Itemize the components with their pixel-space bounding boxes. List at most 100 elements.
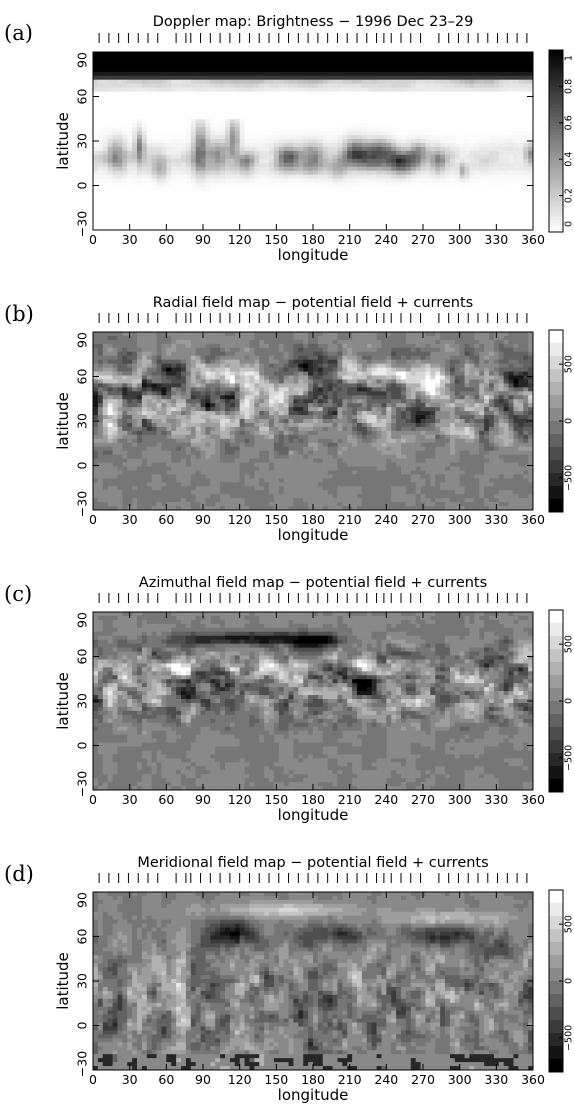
heatmap-cell [132,96,137,100]
heatmap-cell [313,99,318,103]
heatmap-cell [401,198,406,202]
heatmap-cell [328,107,333,111]
heatmap-cell [450,68,455,72]
heatmap-cell [499,84,504,88]
heatmap-cell [284,183,289,187]
heatmap-cell [113,103,118,107]
heatmap-cell [333,218,338,222]
heatmap-cell [201,340,206,344]
heatmap-cell [425,131,430,135]
heatmap-cell [93,222,98,226]
heatmap-cell [328,198,333,202]
heatmap-cell [201,135,206,139]
heatmap-cell [357,123,362,127]
heatmap-cell [225,214,230,218]
heatmap-cell [152,92,157,96]
heatmap-cell [166,96,171,100]
heatmap-cell [103,186,108,190]
heatmap-cell [469,183,474,187]
heatmap-cell [357,179,362,183]
heatmap-cell [347,60,352,64]
heatmap-cell [484,183,489,187]
heatmap-cell [391,222,396,226]
heatmap-cell [235,103,240,107]
colorbar-step [549,205,563,208]
heatmap-cell [469,218,474,222]
heatmap-cell [137,210,142,214]
heatmap-cell [103,135,108,139]
heatmap-cell [435,214,440,218]
heatmap-cell [386,222,391,226]
heatmap-cell [122,352,127,356]
heatmap-cell [347,96,352,100]
heatmap-cell [445,175,450,179]
heatmap-cell [440,336,445,340]
heatmap-cell [196,147,201,151]
heatmap-cell [161,147,166,151]
heatmap-cell [249,56,254,60]
heatmap-cell [362,151,367,155]
heatmap-cell [416,52,421,56]
heatmap-cell [406,64,411,68]
heatmap-cell [186,159,191,163]
heatmap-cell [205,68,210,72]
heatmap-cell [318,175,323,179]
heatmap-cell [504,139,509,143]
heatmap-cell [372,163,377,167]
heatmap-cell [489,167,494,171]
heatmap-cell [298,332,303,336]
heatmap-cell [479,68,484,72]
heatmap-cell [225,194,230,198]
heatmap-cell [279,123,284,127]
heatmap-cell [240,210,245,214]
heatmap-cell [303,155,308,159]
heatmap-cell [381,159,386,163]
heatmap-cell [176,175,181,179]
heatmap-cell [391,171,396,175]
heatmap-cell [117,68,122,72]
heatmap-cell [372,119,377,123]
heatmap-cell [318,72,323,76]
heatmap-cell [142,52,147,56]
heatmap-cell [98,360,103,364]
heatmap-cell [445,206,450,210]
heatmap-cell [220,175,225,179]
heatmap-cell [440,159,445,163]
heatmap-cell [161,92,166,96]
heatmap-cell [362,198,367,202]
heatmap-cell [254,175,259,179]
heatmap-cell [166,171,171,175]
heatmap-cell [342,139,347,143]
heatmap-cell [411,123,416,127]
heatmap-cell [201,68,206,72]
heatmap-cell [269,218,274,222]
heatmap-cell [303,206,308,210]
heatmap-cell [411,80,416,84]
heatmap-cell [455,111,460,115]
heatmap-cell [293,171,298,175]
heatmap-cell [108,68,113,72]
heatmap-cell [235,60,240,64]
heatmap-cell [347,76,352,80]
heatmap-cell [264,52,269,56]
heatmap-cell [323,175,328,179]
heatmap-cell [313,107,318,111]
heatmap-cell [137,84,142,88]
heatmap-cell [421,340,426,344]
heatmap-cell [127,92,132,96]
heatmap-cell [249,159,254,163]
heatmap-cell [381,107,386,111]
heatmap-cell [421,147,426,151]
heatmap-cell [308,171,313,175]
heatmap-cell [264,167,269,171]
heatmap-cell [98,147,103,151]
heatmap-cell [298,210,303,214]
heatmap-cell [435,111,440,115]
heatmap-cell [421,131,426,135]
heatmap-cell [425,202,430,206]
heatmap-cell [205,155,210,159]
heatmap-cell [489,171,494,175]
heatmap-cell [372,179,377,183]
heatmap-cell [430,99,435,103]
heatmap-cell [391,60,396,64]
